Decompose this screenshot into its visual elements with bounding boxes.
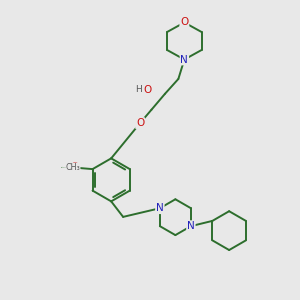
Text: O: O [70, 162, 78, 172]
Text: N: N [156, 203, 164, 213]
Text: methoxy: methoxy [61, 167, 67, 168]
Text: O: O [143, 85, 152, 95]
Text: N: N [181, 55, 188, 64]
Text: H: H [135, 85, 141, 94]
Text: CH₃: CH₃ [66, 163, 80, 172]
Text: N: N [187, 221, 195, 231]
Text: O: O [136, 118, 144, 128]
Text: O: O [180, 17, 188, 28]
